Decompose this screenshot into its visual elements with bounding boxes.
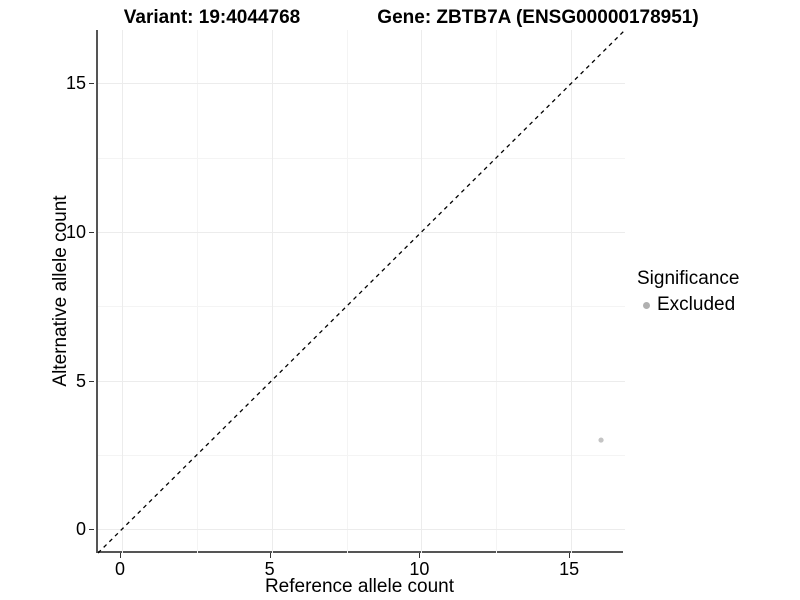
y-tick-label: 15 bbox=[65, 73, 86, 94]
x-major-gridline bbox=[421, 30, 423, 553]
x-minor-gridline bbox=[346, 30, 348, 553]
y-tick-mark bbox=[89, 380, 94, 382]
x-tick-mark bbox=[569, 553, 571, 558]
legend-item-label: Excluded bbox=[657, 294, 736, 315]
plot-panel bbox=[96, 29, 626, 554]
y-major-gridline bbox=[98, 232, 625, 234]
data-point bbox=[598, 437, 604, 443]
y-minor-gridline bbox=[98, 306, 625, 308]
identity-line bbox=[97, 29, 626, 554]
y-tick-mark bbox=[89, 529, 94, 531]
x-tick-label: 0 bbox=[114, 559, 125, 579]
plot-title-gene: Gene: ZBTB7A (ENSG00000178951) bbox=[377, 7, 699, 28]
x-minor-gridline bbox=[496, 30, 498, 553]
x-major-gridline bbox=[121, 30, 123, 553]
plot-title-variant: Variant: 19:4044768 bbox=[123, 7, 301, 28]
y-minor-gridline bbox=[98, 157, 625, 159]
y-major-gridline bbox=[98, 529, 625, 531]
x-tick-label: 15 bbox=[559, 559, 580, 579]
legend: Significance Excluded bbox=[637, 268, 739, 316]
y-tick-mark bbox=[89, 83, 94, 85]
y-tick-mark bbox=[89, 232, 94, 234]
plot-layer bbox=[97, 29, 626, 554]
legend-key bbox=[637, 296, 655, 314]
x-major-gridline bbox=[271, 30, 273, 553]
y-major-gridline bbox=[98, 380, 625, 382]
y-tick-label: 5 bbox=[75, 370, 86, 391]
x-tick-label: 10 bbox=[409, 559, 430, 579]
x-tick-mark bbox=[119, 553, 121, 558]
legend-title: Significance bbox=[637, 268, 740, 289]
x-minor-gridline bbox=[196, 30, 198, 553]
x-major-gridline bbox=[571, 30, 573, 553]
x-tick-mark bbox=[269, 553, 271, 558]
x-tick-label: 5 bbox=[264, 559, 275, 579]
x-axis-title: Reference allele count bbox=[264, 576, 455, 597]
y-minor-gridline bbox=[98, 454, 625, 456]
y-major-gridline bbox=[98, 83, 625, 85]
y-tick-label: 10 bbox=[65, 222, 86, 243]
point-icon bbox=[642, 301, 650, 309]
y-tick-label: 0 bbox=[75, 519, 86, 540]
x-tick-mark bbox=[419, 553, 421, 558]
legend-item: Excluded bbox=[637, 294, 739, 316]
